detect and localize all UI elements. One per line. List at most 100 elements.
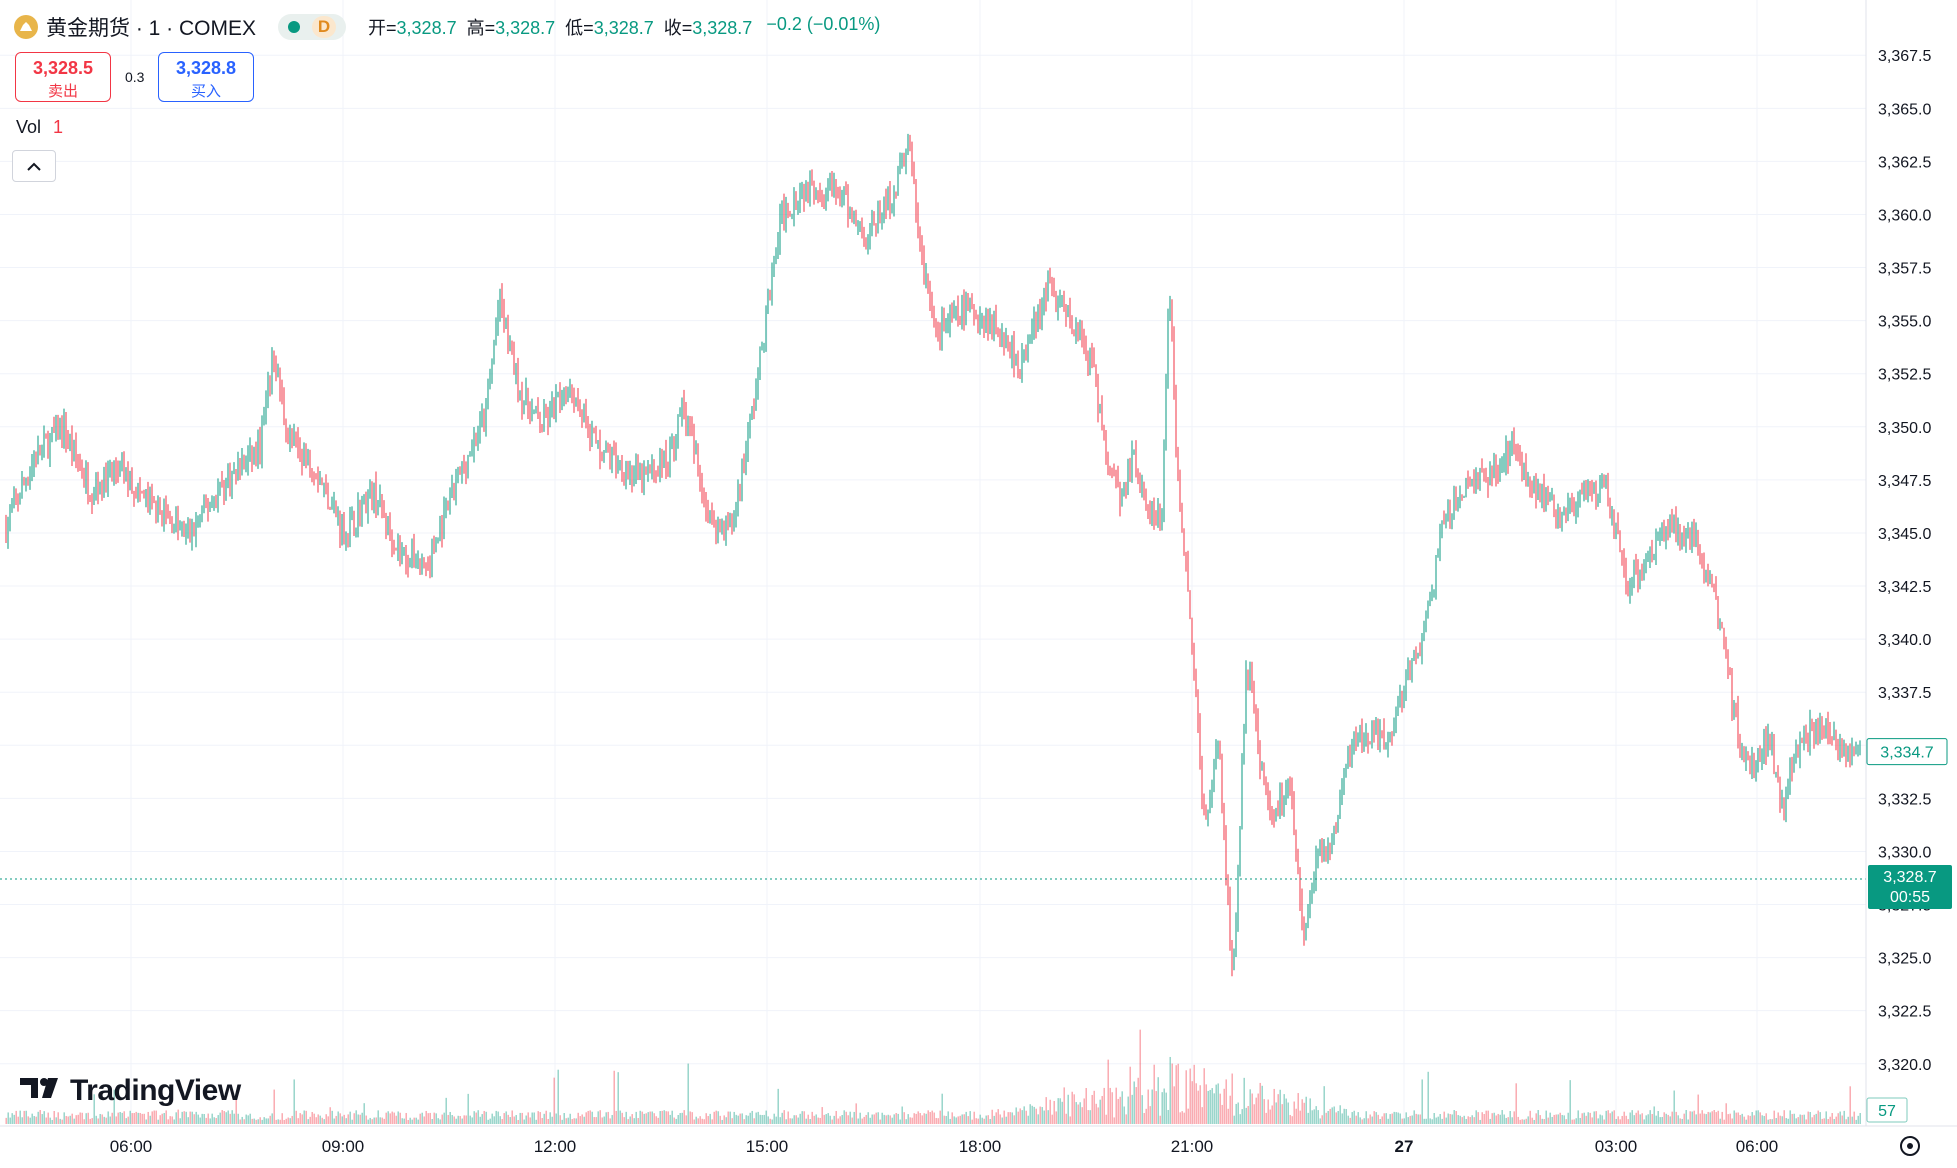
volume-bar	[225, 1112, 227, 1124]
volume-bar	[1715, 1112, 1717, 1124]
buy-button[interactable]: 3,328.8 买入	[158, 52, 254, 102]
volume-bar	[1829, 1116, 1831, 1124]
volume-bar	[555, 1113, 557, 1124]
volume-bar	[405, 1112, 407, 1124]
last-price-value: 3,328.7	[1883, 869, 1936, 886]
volume-bar	[803, 1111, 805, 1124]
volume-bar	[1235, 1103, 1237, 1124]
volume-bar	[577, 1112, 579, 1124]
volume-bar	[483, 1110, 485, 1124]
volume-bar	[1817, 1110, 1819, 1124]
price-tick-label: 3,332.5	[1878, 791, 1931, 808]
volume-bar	[655, 1116, 657, 1124]
volume-bar	[1673, 1090, 1675, 1124]
volume-bar	[1753, 1115, 1755, 1124]
volume-bar	[193, 1114, 195, 1124]
collapse-legend-button[interactable]	[12, 150, 56, 182]
volume-bar	[1295, 1108, 1297, 1124]
volume-bar	[1529, 1110, 1531, 1124]
volume-bar	[889, 1115, 891, 1124]
volume-bar	[1793, 1113, 1795, 1124]
volume-bar	[993, 1115, 995, 1124]
volume-bar	[859, 1112, 861, 1124]
volume-bar	[601, 1117, 603, 1124]
volume-bar	[1387, 1118, 1389, 1124]
volume-bar	[357, 1114, 359, 1124]
volume-bar	[159, 1115, 161, 1124]
volume-bar	[47, 1112, 49, 1124]
volume-bar	[1385, 1113, 1387, 1124]
volume-bar	[767, 1116, 769, 1124]
symbol-title[interactable]: 黄金期货 · 1 · COMEX	[46, 17, 257, 40]
market-status-pill[interactable]: D	[278, 14, 347, 40]
volume-bar	[103, 1116, 105, 1124]
volume-bar	[941, 1093, 943, 1124]
volume-bar	[611, 1115, 613, 1124]
volume-bar	[701, 1118, 703, 1124]
marker-price-value: 3,334.7	[1880, 745, 1933, 762]
volume-bar	[787, 1111, 789, 1124]
volume-bar	[443, 1112, 445, 1124]
volume-bar	[1137, 1077, 1139, 1124]
volume-bar	[1175, 1065, 1177, 1124]
volume-bar	[123, 1111, 125, 1124]
volume-bar	[419, 1113, 421, 1124]
volume-bar	[821, 1107, 823, 1124]
volume-bar	[1711, 1111, 1713, 1124]
volume-bar	[737, 1115, 739, 1124]
volume-bar	[811, 1111, 813, 1124]
volume-bar	[885, 1115, 887, 1124]
volume-bar	[1149, 1106, 1151, 1124]
close-label: 收=	[663, 18, 693, 38]
volume-bar	[11, 1113, 13, 1124]
volume-bar	[421, 1112, 423, 1124]
volume-bar	[395, 1115, 397, 1124]
tradingview-logo[interactable]: TradingView	[20, 1074, 241, 1108]
volume-bar	[1737, 1112, 1739, 1124]
volume-bar	[1357, 1112, 1359, 1124]
sell-button[interactable]: 3,328.5 卖出	[15, 52, 111, 102]
volume-bar	[239, 1119, 241, 1124]
volume-bar	[595, 1117, 597, 1124]
volume-bar	[1071, 1091, 1073, 1124]
volume-bar	[757, 1111, 759, 1124]
volume-bar	[1045, 1097, 1047, 1124]
volume-bar	[149, 1115, 151, 1124]
time-axis[interactable]: 06:00 09:00 12:00 15:00 18:00 21:00 27 03:00 06:…	[0, 1125, 1957, 1156]
volume-bar	[557, 1069, 559, 1124]
volume-bar	[1215, 1084, 1217, 1124]
volume-bar	[1641, 1113, 1643, 1124]
volume-bar	[235, 1098, 237, 1124]
volume-bar	[1263, 1099, 1265, 1124]
volume-bar	[1815, 1113, 1817, 1124]
volume-bar	[1177, 1063, 1179, 1124]
volume-bar	[155, 1110, 157, 1124]
volume-bar	[1741, 1113, 1743, 1124]
volume-bar	[1287, 1102, 1289, 1124]
volume-bar	[707, 1116, 709, 1124]
volume-bar	[35, 1116, 37, 1124]
volume-bar	[943, 1115, 945, 1124]
volume-bar	[69, 1115, 71, 1124]
volume-bar	[1201, 1107, 1203, 1124]
volume-bar	[1643, 1119, 1645, 1124]
volume-bar	[543, 1113, 545, 1124]
volume-bar	[869, 1117, 871, 1124]
price-axis[interactable]: 3,320.03,322.53,325.03,327.53,330.03,332…	[1865, 0, 1931, 1126]
volume-bar	[481, 1114, 483, 1124]
volume-bar	[1757, 1110, 1759, 1124]
chart-settings-icon[interactable]	[1900, 1136, 1920, 1156]
volume-bar	[1239, 1114, 1241, 1124]
volume-bar	[73, 1118, 75, 1124]
volume-bar	[919, 1113, 921, 1124]
volume-bar	[263, 1117, 265, 1124]
volume-bar	[243, 1119, 245, 1124]
volume-bar	[667, 1111, 669, 1124]
volume-bar	[393, 1112, 395, 1124]
volume-bar	[1269, 1109, 1271, 1124]
volume-bar	[525, 1115, 527, 1124]
volume-legend[interactable]: Vol 1	[16, 117, 63, 138]
volume-bar	[1647, 1114, 1649, 1124]
volume-bar	[1787, 1118, 1789, 1124]
